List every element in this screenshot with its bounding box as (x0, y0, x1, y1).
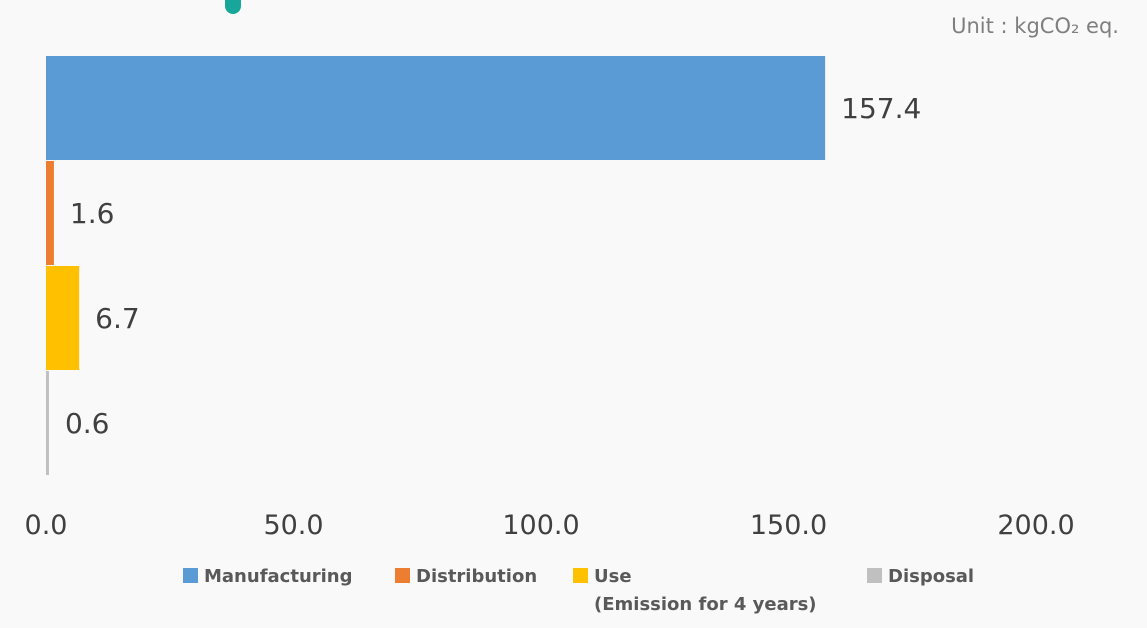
legend-note-use: (Emission for 4 years) (594, 594, 817, 615)
x-tick-label: 50.0 (263, 510, 323, 541)
bar-chart: 157.4 1.6 6.7 0.6 0.0 50.0 100.0 150.0 200.0 (0, 0, 1147, 560)
legend-item-disposal: Disposal (867, 566, 974, 587)
data-label-distribution: 1.6 (70, 197, 115, 230)
bar-disposal (46, 371, 49, 475)
data-label-use: 6.7 (95, 302, 140, 335)
legend-label-disposal: Disposal (888, 566, 974, 587)
bar-manufacturing (46, 56, 825, 160)
legend-swatch-disposal (867, 568, 882, 583)
bar-distribution (46, 161, 54, 265)
legend: Manufacturing Distribution Use (Emission… (0, 566, 1147, 626)
legend-label-manufacturing: Manufacturing (204, 566, 353, 587)
bar-use (46, 266, 79, 370)
x-tick-label: 150.0 (750, 510, 827, 541)
legend-item-use: Use (573, 566, 632, 587)
legend-label-distribution: Distribution (416, 566, 537, 587)
legend-item-manufacturing: Manufacturing (183, 566, 353, 587)
legend-label-use: Use (594, 566, 632, 587)
x-tick-label: 0.0 (25, 510, 68, 541)
data-label-manufacturing: 157.4 (841, 92, 921, 125)
x-tick-label: 200.0 (997, 510, 1074, 541)
legend-swatch-manufacturing (183, 568, 198, 583)
data-label-disposal: 0.6 (65, 407, 110, 440)
x-tick-label: 100.0 (502, 510, 579, 541)
legend-swatch-distribution (395, 568, 410, 583)
legend-item-distribution: Distribution (395, 566, 537, 587)
legend-swatch-use (573, 568, 588, 583)
